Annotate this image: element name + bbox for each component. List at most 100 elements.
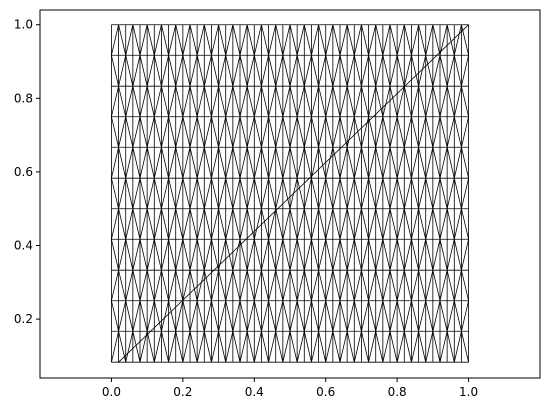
mesh-edge xyxy=(225,55,234,87)
mesh-edge xyxy=(146,55,155,87)
mesh-edge xyxy=(389,147,398,179)
mesh-edge xyxy=(332,239,341,271)
mesh-edge xyxy=(361,331,369,363)
mesh-edge xyxy=(396,300,405,332)
mesh-edge xyxy=(146,116,155,148)
mesh-edge xyxy=(411,86,419,117)
mesh-edge xyxy=(239,86,248,117)
mesh-edge xyxy=(325,55,334,87)
mesh-edge xyxy=(203,270,212,301)
mesh-edge xyxy=(439,86,448,117)
mesh-edge xyxy=(425,86,434,117)
mesh-edge xyxy=(389,270,398,301)
mesh-edge xyxy=(211,300,219,332)
mesh-edge xyxy=(389,116,398,148)
mesh-edge xyxy=(311,270,319,301)
mesh-edge xyxy=(218,331,227,363)
mesh-edge xyxy=(146,178,155,209)
mesh-edge xyxy=(382,24,391,56)
mesh-edge xyxy=(439,239,448,271)
mesh-edge xyxy=(253,24,262,56)
mesh-edge xyxy=(268,86,277,117)
mesh-edge xyxy=(161,178,169,209)
mesh-edge xyxy=(339,147,348,179)
mesh-edge xyxy=(118,116,127,148)
mesh-edge xyxy=(432,24,441,56)
mesh-edge xyxy=(375,24,384,56)
mesh-edge xyxy=(368,331,377,363)
mesh-edge xyxy=(353,239,362,271)
mesh-edge xyxy=(132,147,141,179)
mesh-edge xyxy=(382,270,391,301)
mesh-edge xyxy=(168,208,177,240)
mesh-edge xyxy=(461,331,469,363)
mesh-edge xyxy=(232,239,241,271)
mesh-edge xyxy=(153,300,162,332)
mesh-edge xyxy=(211,147,219,179)
mesh-edge xyxy=(261,116,269,148)
mesh-edge xyxy=(375,300,384,332)
mesh-edge xyxy=(232,270,241,301)
mesh-edge xyxy=(311,300,319,332)
mesh-edge xyxy=(361,178,369,209)
mesh-edge xyxy=(253,86,262,117)
mesh-edge xyxy=(368,300,377,332)
mesh-edge xyxy=(353,86,362,117)
mesh-edge xyxy=(368,55,377,87)
mesh-edge xyxy=(432,55,441,87)
mesh-edge xyxy=(282,208,291,240)
mesh-edge xyxy=(132,24,141,56)
mesh-edge xyxy=(239,331,248,363)
mesh-edge xyxy=(246,300,255,332)
mesh-edge xyxy=(346,331,355,363)
mesh-edge xyxy=(139,178,148,209)
mesh-edge xyxy=(318,116,327,148)
mesh-edge xyxy=(211,86,219,117)
mesh-edge xyxy=(353,24,362,56)
mesh-edge xyxy=(318,86,327,117)
mesh-edge xyxy=(382,55,391,87)
mesh-edge xyxy=(189,86,198,117)
mesh-edge xyxy=(153,270,162,301)
mesh-edge xyxy=(382,178,391,209)
mesh-edge xyxy=(275,116,284,148)
mesh-edge xyxy=(353,55,362,87)
mesh-edge xyxy=(439,208,448,240)
mesh-edge xyxy=(325,208,334,240)
mesh-edge xyxy=(368,116,377,148)
mesh-edge xyxy=(168,86,177,117)
mesh-edge xyxy=(218,239,227,271)
mesh-edge xyxy=(303,331,312,363)
mesh-edge xyxy=(332,116,341,148)
mesh-edge xyxy=(411,178,419,209)
mesh-edge xyxy=(253,208,262,240)
mesh-edge xyxy=(396,86,405,117)
mesh-edge xyxy=(311,55,319,87)
mesh-edge xyxy=(375,331,384,363)
mesh-edge xyxy=(318,239,327,271)
mesh-edge xyxy=(425,178,434,209)
mesh-edge xyxy=(139,147,148,179)
mesh-edge xyxy=(189,147,198,179)
mesh-edge xyxy=(182,86,191,117)
mesh-edge xyxy=(318,55,327,87)
mesh-edge xyxy=(232,86,241,117)
y-tick-label: 0.6 xyxy=(14,165,33,179)
mesh-edge xyxy=(403,24,412,56)
mesh-edge xyxy=(196,178,205,209)
mesh-edge xyxy=(346,178,355,209)
mesh-edge xyxy=(218,270,227,301)
mesh-edge xyxy=(325,300,334,332)
mesh-edge xyxy=(389,300,398,332)
mesh-edge xyxy=(325,239,334,271)
mesh-edge xyxy=(446,239,455,271)
y-tick-label: 0.2 xyxy=(14,312,33,326)
mesh-edge xyxy=(389,24,398,56)
mesh-edge xyxy=(453,86,462,117)
mesh-edge xyxy=(261,147,269,179)
mesh-edge xyxy=(161,24,169,56)
mesh-edge xyxy=(168,147,177,179)
mesh-edge xyxy=(425,116,434,148)
mesh-edge xyxy=(439,147,448,179)
